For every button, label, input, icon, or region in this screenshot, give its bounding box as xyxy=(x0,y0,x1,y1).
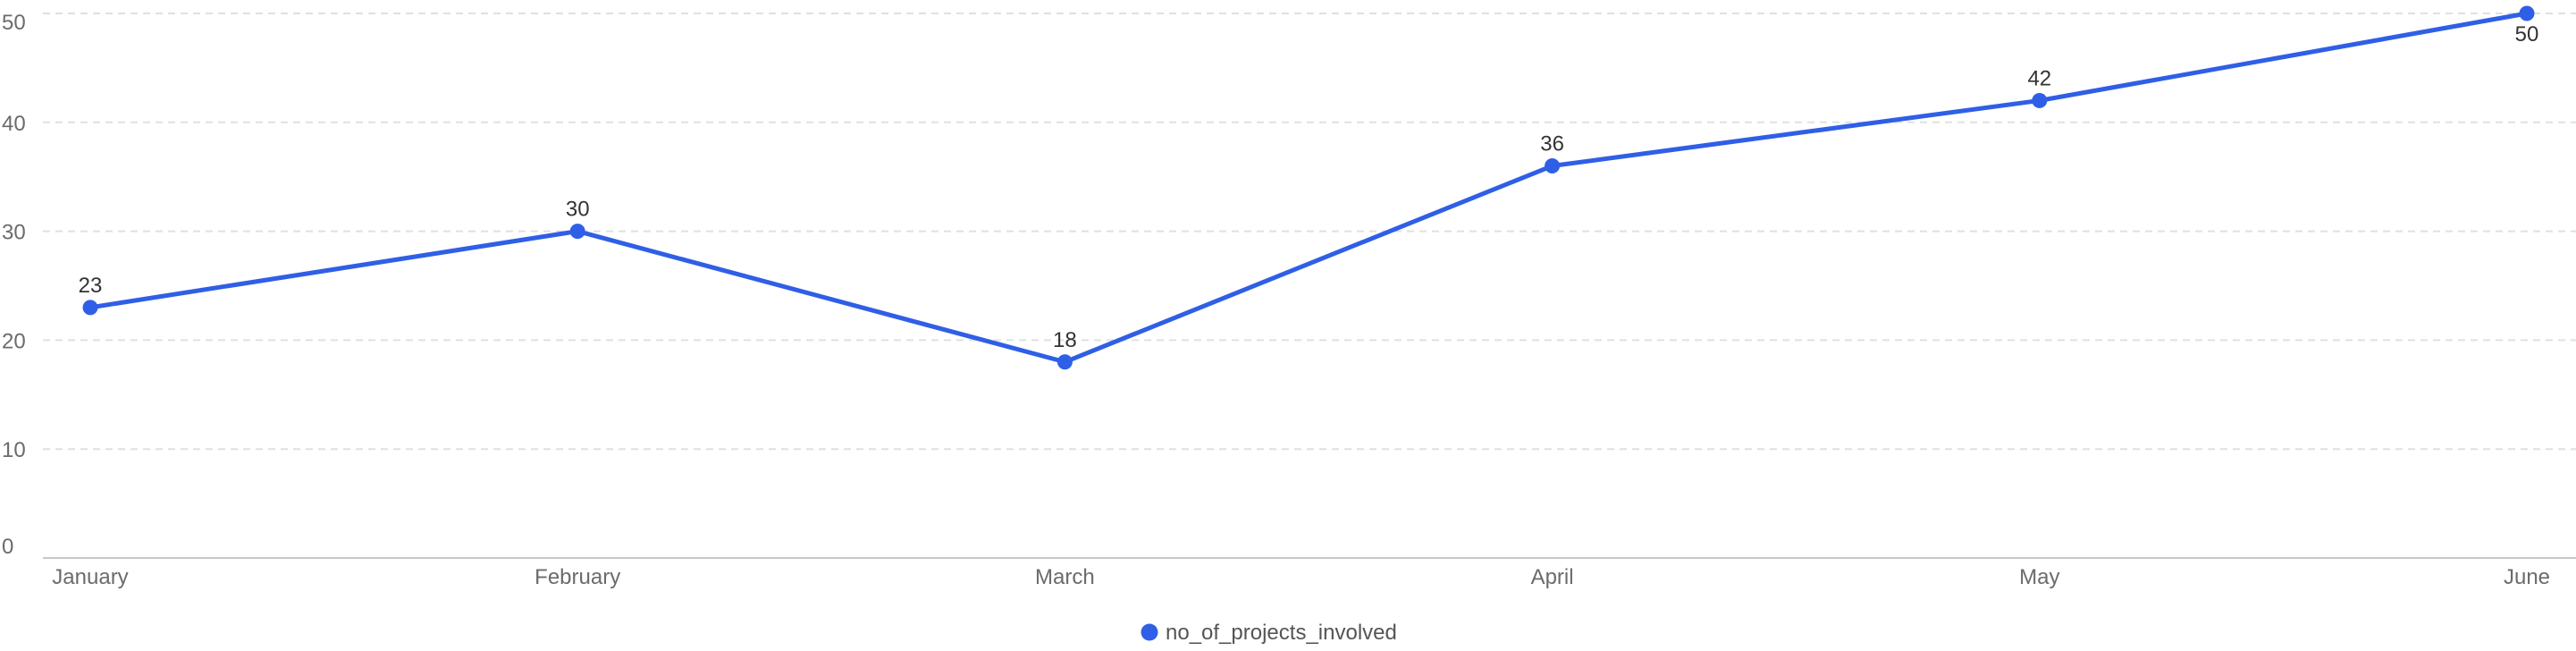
legend[interactable]: no_of_projects_involved xyxy=(1141,621,1397,645)
x-tick-label: April xyxy=(1531,565,1574,589)
data-point[interactable] xyxy=(2032,92,2048,108)
data-point[interactable] xyxy=(1056,354,1073,370)
legend-marker[interactable] xyxy=(1141,623,1158,641)
series xyxy=(82,5,2535,370)
x-tick-label: June xyxy=(2504,565,2550,589)
y-tick-label: 30 xyxy=(2,221,26,245)
x-axis: January February March April May June xyxy=(43,557,2576,589)
data-label: 42 xyxy=(2027,66,2051,90)
x-tick-label: May xyxy=(2019,565,2059,589)
data-label: 36 xyxy=(1540,132,1564,156)
data-label: 50 xyxy=(2515,22,2539,46)
y-tick-label: 20 xyxy=(2,329,26,353)
data-point[interactable] xyxy=(2519,5,2535,21)
data-label: 30 xyxy=(566,198,590,222)
grid xyxy=(43,13,2576,451)
data-point[interactable] xyxy=(569,224,585,240)
legend-label[interactable]: no_of_projects_involved xyxy=(1166,621,1397,645)
y-axis: 0 10 20 30 40 50 xyxy=(2,11,26,559)
data-label: 18 xyxy=(1053,328,1077,352)
x-tick-label: March xyxy=(1035,565,1095,589)
data-point[interactable] xyxy=(82,300,98,316)
y-tick-label: 10 xyxy=(2,438,26,462)
y-tick-label: 0 xyxy=(2,535,13,559)
data-labels: 23 30 18 36 42 50 xyxy=(79,22,2539,352)
series-line xyxy=(88,11,2530,365)
y-tick-label: 50 xyxy=(2,11,26,35)
y-tick-label: 40 xyxy=(2,112,26,136)
data-point[interactable] xyxy=(1545,158,1561,174)
x-tick-label: January xyxy=(52,565,128,589)
x-tick-label: February xyxy=(535,565,620,589)
data-label: 23 xyxy=(79,274,103,298)
